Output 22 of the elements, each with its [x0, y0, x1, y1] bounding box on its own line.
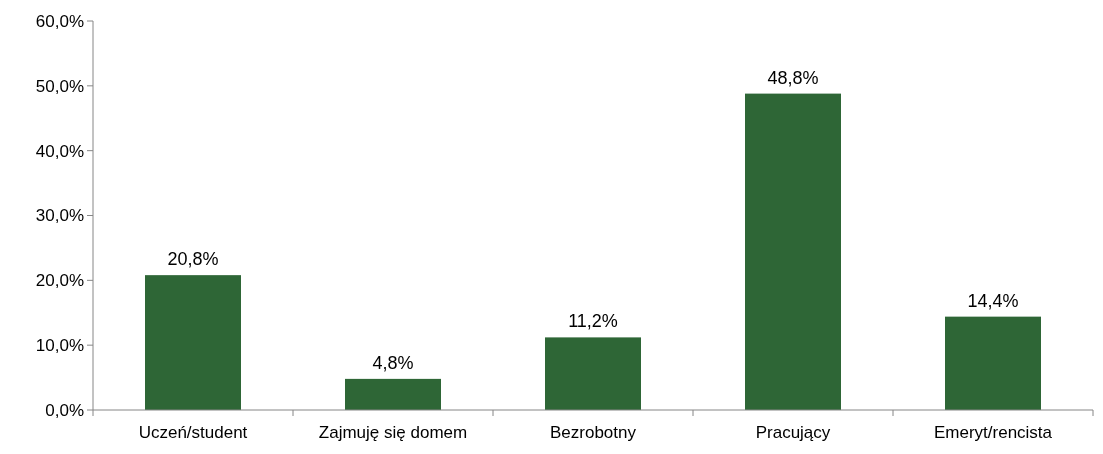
- bar: [345, 378, 441, 410]
- x-tick-label: Bezrobotny: [550, 423, 637, 442]
- y-tick-label: 60,0%: [35, 11, 84, 31]
- y-tick-label: 20,0%: [35, 271, 84, 291]
- y-tick-label: 30,0%: [35, 206, 84, 226]
- x-tick-label: Uczeń/student: [138, 423, 248, 442]
- y-tick-label: 50,0%: [35, 76, 84, 96]
- bar: [745, 93, 841, 410]
- bar: [945, 316, 1041, 410]
- x-tick-label: Pracujący: [755, 423, 831, 442]
- data-label: 48,8%: [767, 67, 819, 88]
- data-label: 14,4%: [967, 290, 1019, 311]
- data-label: 20,8%: [167, 249, 219, 270]
- data-label: 4,8%: [372, 352, 414, 373]
- x-tick-label: Emeryt/rencista: [933, 423, 1053, 442]
- y-tick-label: 0,0%: [45, 400, 84, 420]
- x-tick-label: Zajmuję się domem: [318, 423, 468, 442]
- data-label: 11,2%: [568, 311, 618, 332]
- bar: [145, 275, 241, 410]
- y-tick-label: 40,0%: [35, 141, 84, 161]
- bar: [545, 337, 641, 410]
- y-tick-label: 10,0%: [35, 336, 84, 356]
